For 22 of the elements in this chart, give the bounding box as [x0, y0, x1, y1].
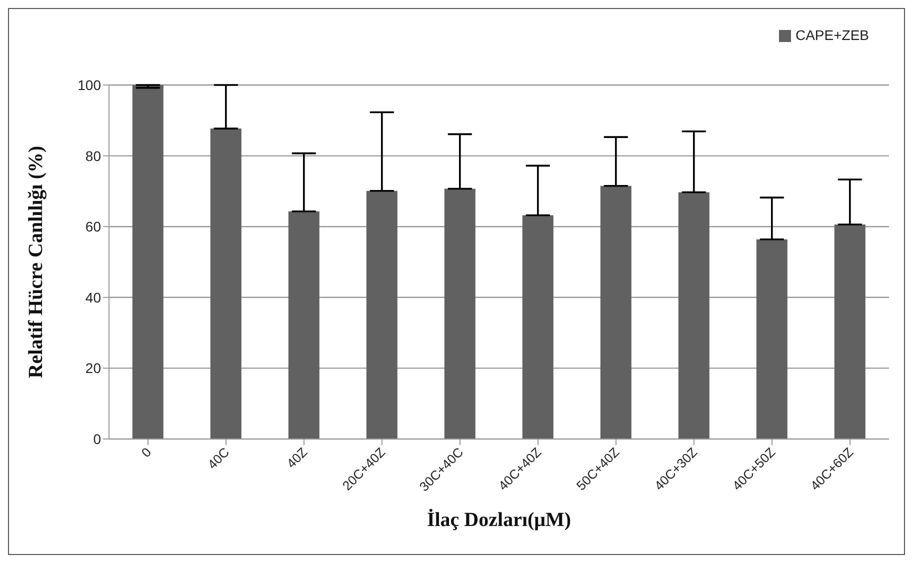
- y-axis-title: Relatif Hücre Canlılığı (%): [25, 146, 48, 378]
- bar: [210, 128, 242, 439]
- bar: [834, 224, 866, 439]
- y-tick-label: 0: [93, 430, 102, 447]
- x-tick-label: 0: [138, 444, 154, 460]
- bar: [600, 186, 632, 439]
- bar: [756, 239, 788, 439]
- y-tick-label: 40: [85, 289, 102, 306]
- y-tick-label: 100: [78, 76, 102, 93]
- x-tick-label: 40C: [204, 444, 232, 472]
- y-tick-label: 60: [85, 218, 102, 235]
- bar: [288, 211, 320, 439]
- legend-label: CAPE+ZEB: [795, 27, 869, 43]
- x-tick-label: 40Z: [284, 444, 310, 471]
- bar: [132, 85, 164, 439]
- bar: [522, 215, 554, 439]
- bar: [366, 190, 398, 439]
- y-tick-label: 80: [85, 148, 102, 164]
- y-tick-label: 20: [85, 360, 102, 376]
- x-axis-title: İlaç Dozları(μM): [426, 508, 572, 531]
- bar: [444, 188, 476, 439]
- bar: [678, 192, 710, 439]
